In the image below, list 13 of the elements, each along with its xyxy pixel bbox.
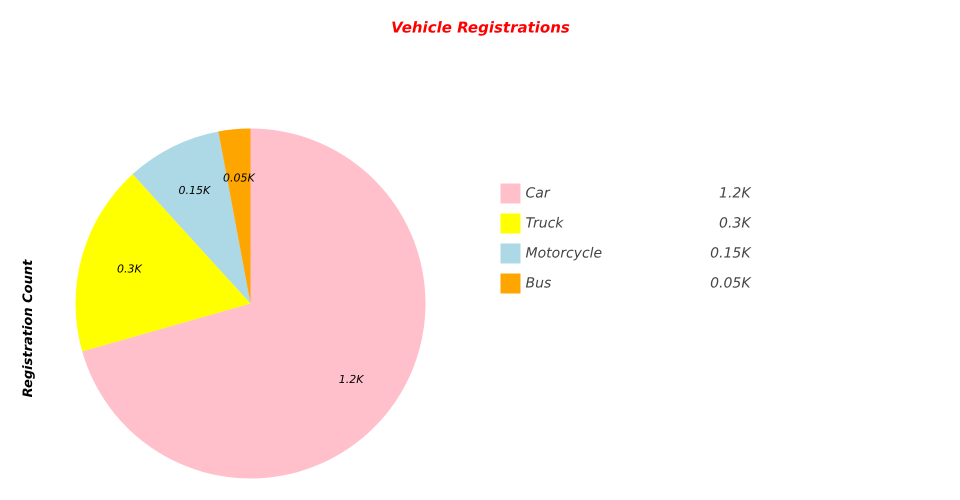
legend-label: Truck (526, 216, 564, 232)
legend-label: Car (526, 186, 551, 202)
legend-label: Bus (526, 276, 552, 292)
data-label: 1.2K (338, 372, 364, 386)
text: 0.05K (710, 276, 751, 292)
chart-title: Vehicle Registrations (391, 18, 570, 36)
data-label: 0.15K (178, 184, 211, 198)
legend-label: Motorcycle (526, 246, 602, 262)
text: Registration Count (21, 258, 36, 398)
text: 1.2K (719, 186, 751, 202)
text: 0.3K (719, 216, 751, 232)
data-label: 0.3K (116, 262, 142, 276)
text: 0.15K (710, 246, 751, 262)
